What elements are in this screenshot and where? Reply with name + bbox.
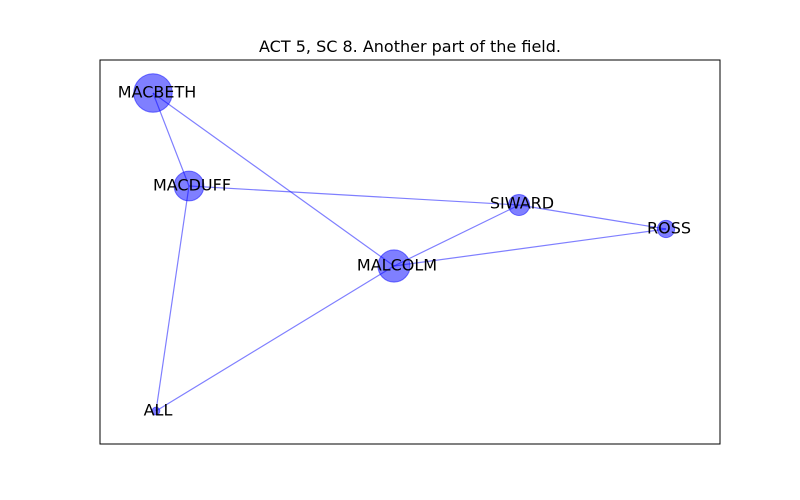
node-siward bbox=[507, 193, 531, 217]
node-all bbox=[151, 406, 161, 416]
node-macduff bbox=[173, 170, 205, 202]
plot-frame bbox=[99, 59, 721, 445]
node-label-all: ALL bbox=[144, 401, 173, 420]
edge-ross-malcolm bbox=[393, 228, 667, 267]
node-ross bbox=[656, 219, 676, 239]
node-label-macbeth: MACBETH bbox=[118, 83, 197, 102]
node-label-ross: ROSS bbox=[647, 219, 691, 238]
edge-macduff-siward bbox=[188, 185, 520, 206]
node-macbeth bbox=[133, 73, 173, 113]
chart-title: ACT 5, SC 8. Another part of the field. bbox=[259, 37, 561, 56]
edge-macbeth-malcolm bbox=[152, 92, 395, 267]
edge-siward-ross bbox=[518, 204, 667, 230]
edge-malcolm-all bbox=[155, 265, 395, 412]
node-label-malcolm: MALCOLM bbox=[357, 256, 437, 275]
edge-macduff-all bbox=[155, 185, 190, 412]
edge-layer bbox=[152, 92, 667, 412]
node-malcolm bbox=[377, 249, 411, 283]
node-layer bbox=[133, 73, 676, 416]
node-label-siward: SIWARD bbox=[490, 194, 554, 213]
node-label-macduff: MACDUFF bbox=[153, 176, 231, 195]
edge-siward-malcolm bbox=[393, 204, 520, 267]
label-layer: MACBETH MACDUFF SIWARD ROSS MALCOLM ALL bbox=[118, 83, 691, 420]
